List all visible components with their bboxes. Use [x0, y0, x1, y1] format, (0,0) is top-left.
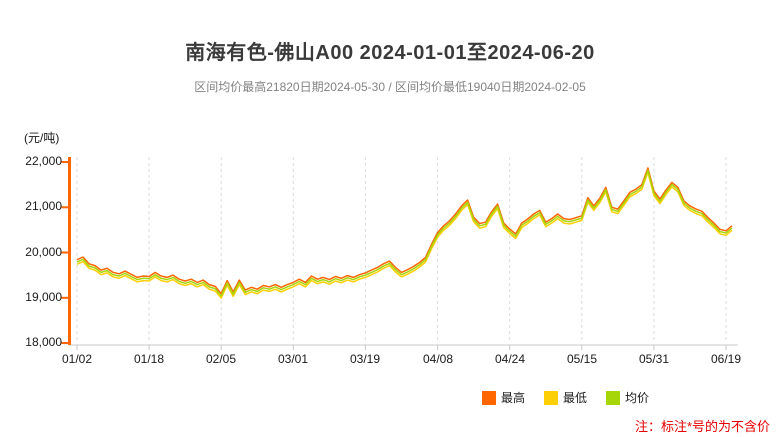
series-line — [76, 169, 733, 297]
legend-label-low: 最低 — [563, 391, 588, 405]
y-tick-label: 20,000 — [25, 245, 62, 259]
x-tick-label: 03/19 — [349, 352, 381, 366]
legend: 最高 最低 均价 — [482, 389, 649, 406]
chart-title: 南海有色-佛山A00 2024-01-01至2024-06-20 — [185, 42, 595, 64]
footnote: 注：标注*号的为不含价 — [634, 419, 770, 434]
x-tick-label: 06/19 — [710, 352, 742, 366]
x-tick-label: 05/31 — [638, 352, 670, 366]
chart-subtitle: 区间均价最高21820日期2024-05-30 / 区间均价最低19040日期2… — [194, 80, 586, 94]
series-line — [76, 167, 733, 295]
legend-item-low: 最低 — [544, 389, 587, 406]
x-tick-label: 04/08 — [422, 352, 454, 366]
legend-label-avg: 均价 — [625, 391, 650, 405]
y-tick-label: 22,000 — [25, 154, 62, 168]
x-tick-label: 01/02 — [61, 352, 93, 366]
series-line — [76, 171, 733, 299]
legend-item-high: 最高 — [482, 389, 525, 406]
x-tick-label: 04/24 — [494, 352, 526, 366]
y-tick-label: 18,000 — [25, 335, 62, 349]
x-tick-label: 05/15 — [566, 352, 598, 366]
legend-swatch-high — [482, 390, 496, 405]
y-axis-unit-label: (元/吨) — [24, 131, 60, 145]
legend-item-avg: 均价 — [606, 389, 649, 406]
y-tick-label: 21,000 — [25, 199, 62, 213]
x-tick-label: 01/18 — [133, 352, 165, 366]
x-tick-label: 02/05 — [205, 352, 237, 366]
x-tick-label: 03/01 — [277, 352, 309, 366]
y-tick-label: 19,000 — [25, 290, 62, 304]
legend-label-high: 最高 — [501, 391, 526, 405]
legend-swatch-low — [544, 390, 559, 405]
legend-swatch-avg — [606, 390, 621, 405]
